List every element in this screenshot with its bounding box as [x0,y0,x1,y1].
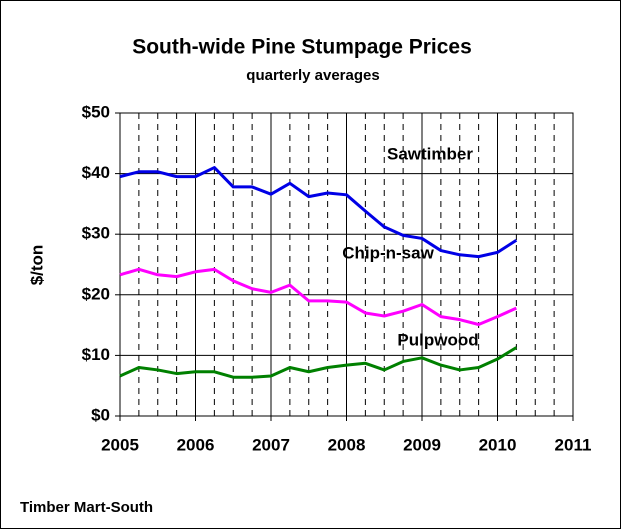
y-tick-label: $50 [82,102,110,121]
y-tick-label: $20 [82,284,110,303]
source-note: Timber Mart-South [20,499,153,516]
series-label: Sawtimber [387,144,473,163]
x-tick-label: 2008 [328,435,366,454]
chart-title: South-wide Pine Stumpage Prices [132,36,472,59]
x-tick-label: 2006 [177,435,215,454]
y-tick-label: $0 [91,405,110,424]
x-tick-label: 2007 [252,435,290,454]
series-label: Chip-n-saw [342,243,434,262]
series-line [119,166,518,259]
y-tick-label: $10 [82,345,110,364]
x-tick-label: 2010 [479,435,517,454]
x-tick-label: 2009 [403,435,441,454]
y-axis-label: $/ton [27,245,46,286]
y-tick-label: $30 [82,224,110,243]
series-label: Pulpwood [397,330,478,349]
chart-subtitle: quarterly averages [246,67,379,84]
y-tick-label: $40 [82,163,110,182]
x-tick-label: 2011 [555,435,592,454]
series-line [119,267,517,326]
x-tick-label: 2005 [101,435,139,454]
series-line [119,346,518,379]
